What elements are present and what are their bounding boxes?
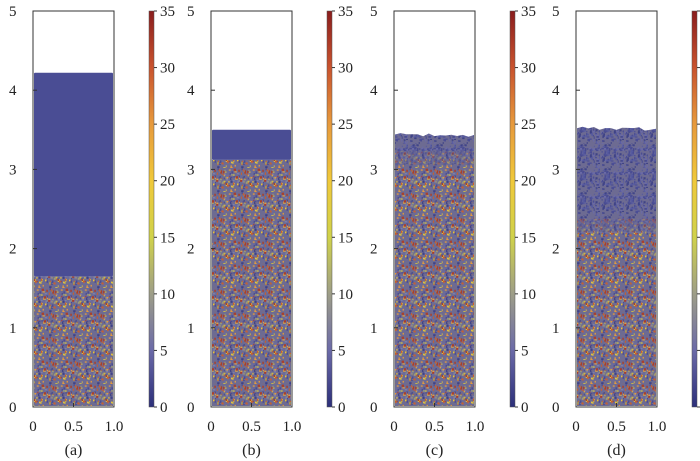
mixed-particle-layer	[577, 232, 656, 406]
x-tick-label: 0.5	[425, 419, 444, 435]
x-tick-label: 0	[572, 419, 580, 435]
transition-band	[577, 218, 656, 247]
colorbar-tick-label: 25	[338, 117, 353, 133]
x-tick-label: 0	[390, 419, 398, 435]
y-tick-label: 3	[370, 162, 378, 178]
x-axis-ticks: 0 0.5 1.0	[572, 419, 666, 435]
panel-d: 0 1 2 3 4 5 0 0.5 1.0 0 5 10 15 20 25 30…	[552, 4, 700, 459]
y-tick-label: 0	[9, 400, 17, 416]
colorbar-tick-label: 5	[521, 343, 529, 359]
x-tick-label: 1.0	[283, 419, 302, 435]
y-tick-label: 4	[187, 83, 195, 99]
colorbar-tick-label: 15	[338, 230, 353, 246]
y-tick-label: 1	[187, 321, 195, 337]
colorbar-ticks: 0 5 10 15 20 25 30 35	[160, 4, 175, 416]
x-tick-label: 1.0	[648, 419, 667, 435]
colorbar-tick-label: 30	[338, 61, 353, 77]
uniform-particle-layer	[577, 126, 656, 233]
colorbar-tick-label: 15	[160, 230, 175, 246]
uniform-particle-layer	[34, 72, 113, 277]
y-tick-label: 0	[370, 400, 378, 416]
panel-b: 0 1 2 3 4 5 0 0.5 1.0 0 5 10 15 20 25 30…	[187, 4, 353, 459]
y-axis-ticks: 0 1 2 3 4 5	[187, 4, 195, 416]
colorbar-tick-label: 20	[338, 174, 353, 190]
y-tick-label: 4	[370, 83, 378, 99]
y-tick-label: 5	[552, 4, 560, 20]
x-axis-ticks: 0 0.5 1.0	[29, 419, 123, 435]
mixed-particle-layer	[34, 276, 113, 406]
y-tick-label: 3	[187, 162, 195, 178]
x-axis-ticks: 0 0.5 1.0	[207, 419, 301, 435]
y-tick-label: 5	[370, 4, 378, 20]
x-tick-label: 0	[29, 419, 37, 435]
colorbar-tick-label: 10	[521, 287, 536, 303]
colorbar-tick-label: 0	[160, 400, 168, 416]
colorbar	[691, 10, 698, 408]
colorbar-tick-label: 20	[160, 174, 175, 190]
y-tick-label: 2	[370, 242, 378, 258]
colorbar-tick-label: 20	[521, 174, 536, 190]
colorbar-ticks: 0 5 10 15 20 25 30 35	[338, 4, 353, 416]
y-tick-label: 5	[9, 4, 17, 20]
transition-band	[395, 151, 474, 180]
y-tick-label: 4	[552, 83, 560, 99]
colorbar-tick-label: 35	[338, 4, 353, 20]
y-tick-label: 2	[9, 242, 17, 258]
colorbar-ticks: 0 5 10 15 20 25 30 35	[521, 4, 536, 416]
y-axis-ticks: 0 1 2 3 4 5	[552, 4, 560, 416]
y-tick-label: 3	[552, 162, 560, 178]
x-tick-label: 0.5	[607, 419, 626, 435]
colorbar-tick-label: 35	[521, 4, 536, 20]
y-axis-ticks: 0 1 2 3 4 5	[370, 4, 378, 416]
panel-label: (b)	[242, 442, 261, 459]
colorbar-tick-label: 30	[521, 61, 536, 77]
uniform-particle-layer	[212, 129, 291, 160]
colorbar-tick-label: 0	[338, 400, 346, 416]
mixed-particle-layer	[212, 159, 291, 406]
colorbar-tick-label: 5	[160, 343, 168, 359]
y-tick-label: 0	[552, 400, 560, 416]
x-axis-ticks: 0 0.5 1.0	[390, 419, 484, 435]
panel-label: (d)	[607, 442, 626, 459]
y-tick-label: 2	[552, 242, 560, 258]
mixed-particle-layer	[395, 165, 474, 406]
x-tick-label: 0	[207, 419, 215, 435]
x-tick-label: 1.0	[105, 419, 124, 435]
y-tick-label: 2	[187, 242, 195, 258]
y-tick-label: 1	[370, 321, 378, 337]
colorbar-tick-label: 25	[521, 117, 536, 133]
colorbar-tick-label: 5	[338, 343, 346, 359]
y-tick-label: 4	[9, 83, 17, 99]
y-axis-ticks: 0 1 2 3 4 5	[9, 4, 17, 416]
y-tick-label: 0	[187, 400, 195, 416]
y-tick-label: 1	[9, 321, 17, 337]
colorbar	[509, 10, 516, 408]
panel-label: (c)	[426, 442, 444, 459]
y-tick-label: 1	[552, 321, 560, 337]
colorbar-tick-label: 25	[160, 117, 175, 133]
x-tick-label: 1.0	[466, 419, 485, 435]
y-tick-label: 3	[9, 162, 17, 178]
colorbar	[148, 10, 155, 408]
colorbar-tick-label: 10	[160, 287, 175, 303]
colorbar-tick-label: 15	[521, 230, 536, 246]
x-tick-label: 0.5	[64, 419, 83, 435]
y-tick-label: 5	[187, 4, 195, 20]
panel-c: 0 1 2 3 4 5 0 0.5 1.0 0 5 10 15 20 25 30…	[370, 4, 536, 459]
colorbar-tick-label: 10	[338, 287, 353, 303]
x-tick-label: 0.5	[242, 419, 261, 435]
colorbar-tick-label: 0	[521, 400, 529, 416]
colorbar-tick-label: 30	[160, 61, 175, 77]
colorbar	[326, 10, 333, 408]
panel-label: (a)	[65, 442, 83, 459]
panel-a: 0 1 2 3 4 5 0 0.5 1.0 0 5 10 15 20 25 30…	[9, 4, 175, 459]
colorbar-tick-label: 35	[160, 4, 175, 20]
